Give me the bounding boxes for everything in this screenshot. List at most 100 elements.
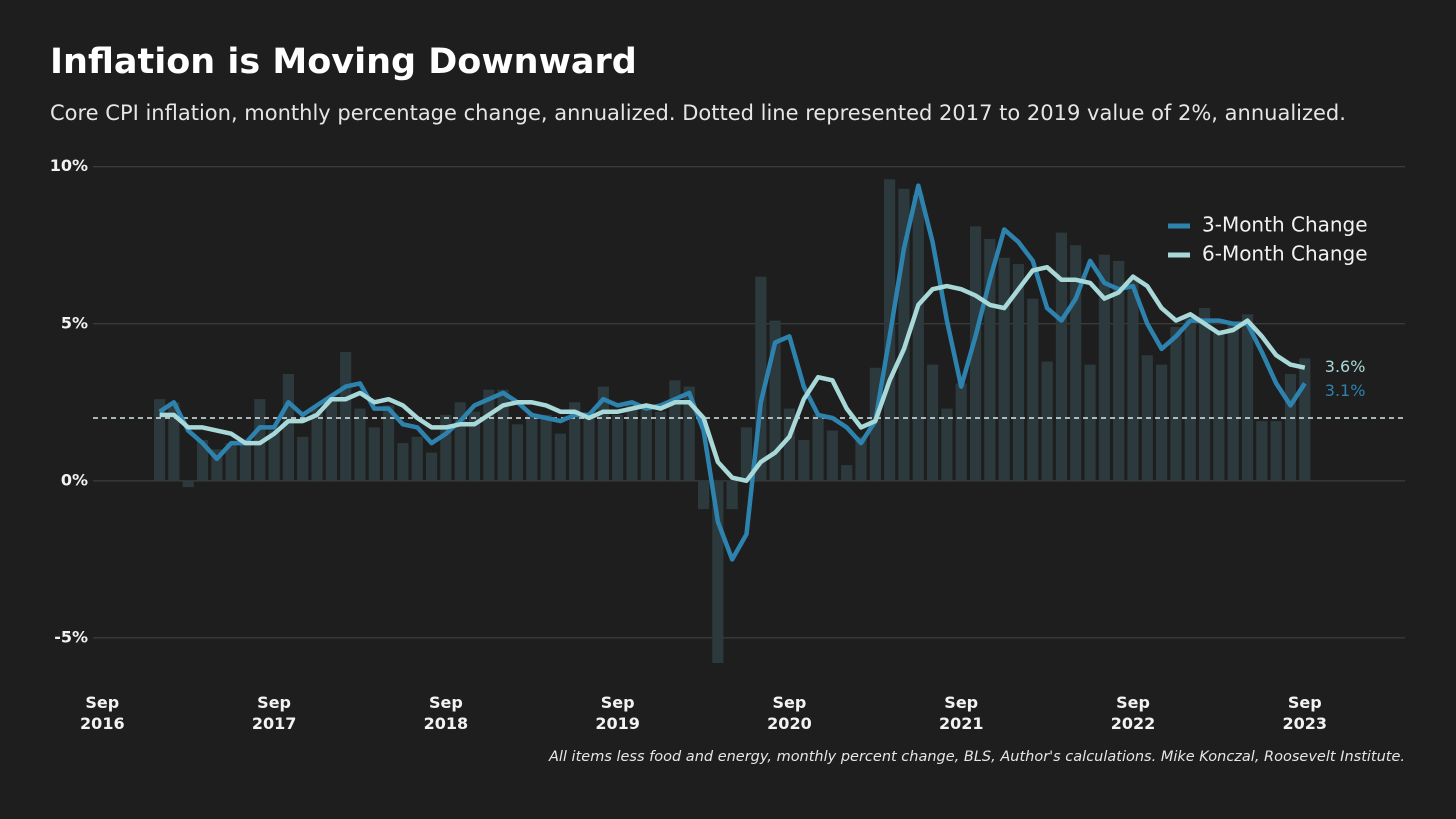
- bar: [1041, 361, 1053, 481]
- bar: [254, 399, 266, 481]
- bar: [1070, 245, 1082, 481]
- bar: [697, 480, 710, 510]
- bar: [211, 449, 223, 481]
- bar: [383, 405, 395, 481]
- bar: [955, 383, 967, 481]
- y-tick-label: 0%: [61, 470, 88, 489]
- bar: [969, 226, 982, 481]
- bar: [1256, 421, 1268, 481]
- bar: [769, 320, 781, 481]
- x-tick-label: Sep 2016: [80, 693, 125, 733]
- bar: [511, 424, 524, 481]
- bar: [640, 408, 652, 481]
- bar: [740, 427, 753, 481]
- chart-title: Inflation is Moving Downward: [50, 42, 637, 82]
- bar: [998, 257, 1010, 481]
- bar: [497, 389, 509, 481]
- line-series: [158, 183, 1307, 562]
- chart-subtitle: Core CPI inflation, monthly percentage c…: [50, 101, 1346, 125]
- bar: [912, 194, 924, 481]
- bar: [168, 402, 180, 481]
- bar: [1012, 264, 1025, 481]
- bar: [1055, 232, 1068, 481]
- bar: [597, 386, 609, 481]
- bar: [196, 439, 209, 481]
- bar: [354, 408, 366, 481]
- x-tick-label: Sep 2021: [938, 693, 984, 733]
- bar: [841, 465, 853, 481]
- bar: [712, 480, 724, 664]
- bar: [1199, 308, 1211, 481]
- bar: [626, 405, 638, 481]
- bar: [1027, 298, 1039, 481]
- bar: [1213, 330, 1225, 481]
- bar: [755, 276, 767, 481]
- bar: [1270, 421, 1282, 481]
- x-tick-label: Sep 2022: [1110, 693, 1156, 733]
- y-tick-label: -5%: [54, 627, 88, 646]
- bar: [855, 436, 867, 481]
- x-tick-label: Sep 2023: [1282, 693, 1328, 733]
- bar: [540, 414, 552, 481]
- bar: [798, 439, 810, 481]
- source-note: All items less food and energy, monthly …: [548, 749, 1405, 765]
- legend-label: 6-Month Change: [1202, 242, 1368, 266]
- bar: [984, 238, 996, 481]
- bar: [282, 374, 294, 481]
- bar: [325, 399, 337, 481]
- bar: [368, 427, 380, 481]
- bar: [826, 430, 838, 481]
- bar: [669, 380, 681, 481]
- bar: [468, 411, 481, 481]
- bar: [297, 436, 309, 481]
- bar: [1227, 323, 1239, 481]
- bar: [783, 408, 796, 481]
- bar: [526, 414, 538, 481]
- bar: [1284, 374, 1297, 481]
- bar: [1184, 314, 1196, 481]
- bar: [239, 439, 252, 481]
- x-tick-label: Sep 2019: [595, 693, 640, 733]
- x-tick-label: Sep 2017: [251, 693, 297, 733]
- bar: [941, 408, 953, 481]
- bar: [153, 399, 166, 481]
- y-tick-label: 5%: [61, 313, 88, 332]
- bar: [554, 433, 566, 481]
- bar: [1156, 364, 1168, 481]
- bar: [1084, 364, 1096, 481]
- bar: [1241, 314, 1254, 481]
- bar: [268, 430, 280, 481]
- end-label: 3.6%: [1325, 357, 1366, 376]
- bar: [440, 414, 452, 481]
- bar: [1299, 358, 1311, 481]
- bar: [726, 480, 738, 510]
- bar: [569, 402, 581, 481]
- bar: [812, 414, 824, 481]
- bar: [425, 452, 438, 481]
- end-label: 3.1%: [1325, 381, 1366, 400]
- x-tick-label: Sep 2020: [767, 693, 812, 733]
- bar: [1127, 279, 1139, 481]
- bar: [1098, 254, 1110, 481]
- bar: [411, 436, 423, 481]
- y-tick-label: 10%: [50, 156, 88, 175]
- bar: [311, 408, 323, 481]
- bar: [483, 389, 495, 481]
- bar: [927, 364, 939, 481]
- bar: [583, 418, 595, 481]
- bar: [1170, 326, 1182, 481]
- bar: [612, 414, 624, 481]
- x-tick-label: Sep 2018: [423, 693, 469, 733]
- bar: [397, 443, 409, 481]
- legend-label: 3-Month Change: [1202, 213, 1368, 237]
- bar: [182, 480, 194, 488]
- bar: [340, 352, 352, 481]
- bar: [225, 443, 237, 481]
- line-series: [159, 264, 1306, 484]
- bar: [655, 411, 667, 481]
- bar: [1113, 260, 1125, 481]
- bar: [454, 402, 466, 481]
- bar: [683, 386, 695, 481]
